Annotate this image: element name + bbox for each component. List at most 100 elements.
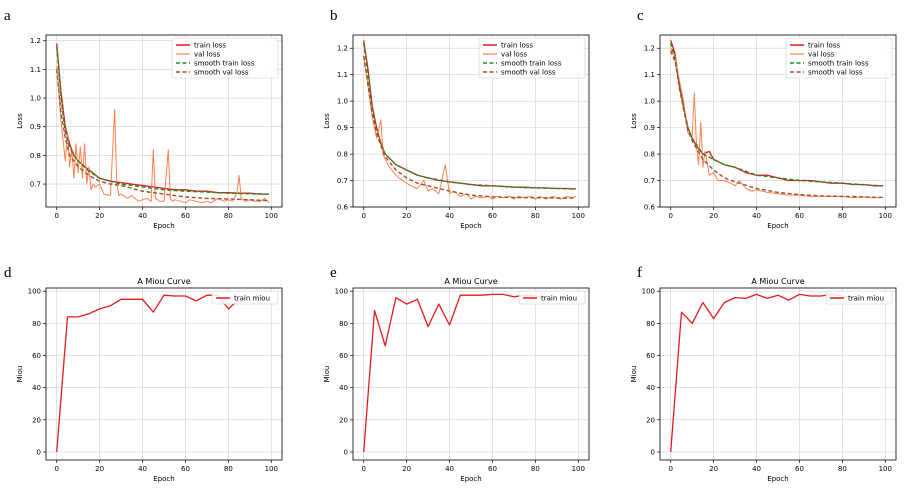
panel-letter: c: [637, 8, 644, 24]
legend-label: train miou: [541, 295, 577, 303]
x-tick-label: 40: [138, 465, 147, 473]
legend-label: train loss: [808, 42, 840, 50]
y-tick-label: 0.8: [337, 151, 348, 159]
y-tick-label: 0: [37, 448, 41, 456]
plot-area: [660, 288, 896, 460]
legend-label: smooth train loss: [808, 60, 869, 68]
x-tick-label: 100: [265, 465, 278, 473]
legend-box: [211, 290, 279, 305]
legend-box: [785, 37, 893, 79]
chart-panel-d: d 0 20 40 60 80 100 0 20 40 60 80 100 Epoch Miou A Miou…: [4, 265, 283, 483]
y-tick-label: 0.9: [644, 124, 655, 132]
x-tick-label: 60: [488, 465, 497, 473]
y-tick-label: 1.1: [644, 71, 655, 79]
series-line-train: [56, 43, 270, 195]
x-axis-label: Epoch: [460, 475, 481, 483]
x-tick-label: 60: [181, 465, 190, 473]
y-axis-label: Miou: [323, 366, 331, 383]
y-tick-label: 100: [642, 288, 655, 296]
x-tick-label: 20: [402, 465, 411, 473]
legend-label: val loss: [501, 51, 527, 59]
x-tick-label: 20: [709, 465, 718, 473]
y-tick-label: 0.6: [644, 204, 656, 212]
y-tick-label: 40: [339, 384, 348, 392]
plot-area: [353, 288, 589, 460]
legend-label: smooth train loss: [194, 60, 255, 68]
x-tick-label: 60: [795, 465, 804, 473]
y-tick-label: 0.7: [644, 177, 655, 185]
y-tick-label: 40: [32, 384, 41, 392]
x-tick-label: 40: [752, 465, 761, 473]
y-tick-label: 1.1: [337, 71, 348, 79]
y-tick-label: 1.0: [644, 98, 655, 106]
panel-letter: a: [4, 8, 11, 24]
legend-label: smooth val loss: [808, 69, 863, 77]
x-axis-label: Epoch: [153, 475, 174, 483]
x-tick-label: 100: [879, 465, 892, 473]
y-tick-label: 1.0: [30, 95, 41, 103]
y-tick-label: 0.9: [30, 123, 41, 131]
plot-frame: [659, 34, 897, 208]
y-axis-label: Miou: [16, 366, 24, 383]
y-tick-label: 20: [646, 416, 655, 424]
x-axis-label: Epoch: [153, 222, 174, 230]
y-axis-label: Loss: [323, 113, 331, 129]
x-tick-label: 20: [95, 465, 104, 473]
y-tick-label: 80: [32, 320, 41, 328]
legend-box: [171, 37, 279, 79]
panel-letter: f: [637, 265, 642, 281]
x-tick-label: 80: [838, 465, 847, 473]
x-axis-label: Epoch: [767, 475, 788, 483]
legend-label: smooth train loss: [501, 60, 562, 68]
chart-panel-f: f 0 20 40 60 80 100 0 20 40 60 80 100 Epoch Miou A Miou…: [630, 265, 897, 483]
x-tick-label: 80: [531, 212, 540, 220]
series-line-val: [56, 66, 270, 204]
series-line-smooth-train: [363, 42, 577, 190]
y-tick-label: 1.2: [337, 45, 348, 53]
y-tick-label: 0.7: [337, 177, 348, 185]
x-tick-label: 40: [752, 212, 761, 220]
y-tick-label: 0.9: [337, 124, 348, 132]
series-line-train: [56, 294, 240, 453]
legend-label: val loss: [194, 51, 220, 59]
x-axis-label: Epoch: [767, 222, 788, 230]
x-tick-label: 100: [879, 212, 892, 220]
x-tick-label: 40: [445, 465, 454, 473]
legend-label: smooth val loss: [194, 69, 249, 77]
legend-label: train miou: [848, 295, 884, 303]
y-tick-label: 0.7: [30, 181, 41, 189]
x-tick-label: 80: [224, 212, 233, 220]
x-tick-label: 20: [95, 212, 104, 220]
y-tick-label: 0: [651, 448, 655, 456]
chart-title: A Miou Curve: [137, 277, 190, 286]
panel-letter: d: [4, 265, 12, 281]
y-tick-label: 80: [339, 320, 348, 328]
x-tick-label: 100: [572, 465, 585, 473]
x-tick-label: 60: [181, 212, 190, 220]
x-tick-label: 0: [668, 212, 672, 220]
y-tick-label: 0.8: [644, 151, 655, 159]
x-tick-label: 0: [361, 212, 365, 220]
legend-label: train loss: [194, 42, 226, 50]
legend-label: smooth val loss: [501, 69, 556, 77]
x-tick-label: 100: [265, 212, 278, 220]
y-tick-label: 1.2: [30, 37, 41, 45]
series-line-train: [670, 293, 854, 453]
x-tick-label: 20: [402, 212, 411, 220]
x-tick-label: 80: [531, 465, 540, 473]
plot-frame: [45, 34, 283, 208]
y-tick-label: 40: [646, 384, 655, 392]
chart-panel-e: e 0 20 40 60 80 100 0 20 40 60 80 100 Epoch Miou A Miou…: [323, 265, 590, 483]
y-tick-label: 60: [339, 352, 348, 360]
legend-box: [478, 37, 586, 79]
y-tick-label: 1.2: [644, 45, 655, 53]
y-axis-label: Loss: [630, 113, 638, 129]
x-tick-label: 80: [838, 212, 847, 220]
y-tick-label: 100: [28, 288, 41, 296]
y-tick-label: 0.6: [337, 204, 349, 212]
y-tick-label: 1.0: [337, 98, 348, 106]
y-tick-label: 80: [646, 320, 655, 328]
series-line-val: [670, 47, 884, 199]
plot-frame: [352, 34, 590, 208]
y-tick-label: 60: [32, 352, 41, 360]
